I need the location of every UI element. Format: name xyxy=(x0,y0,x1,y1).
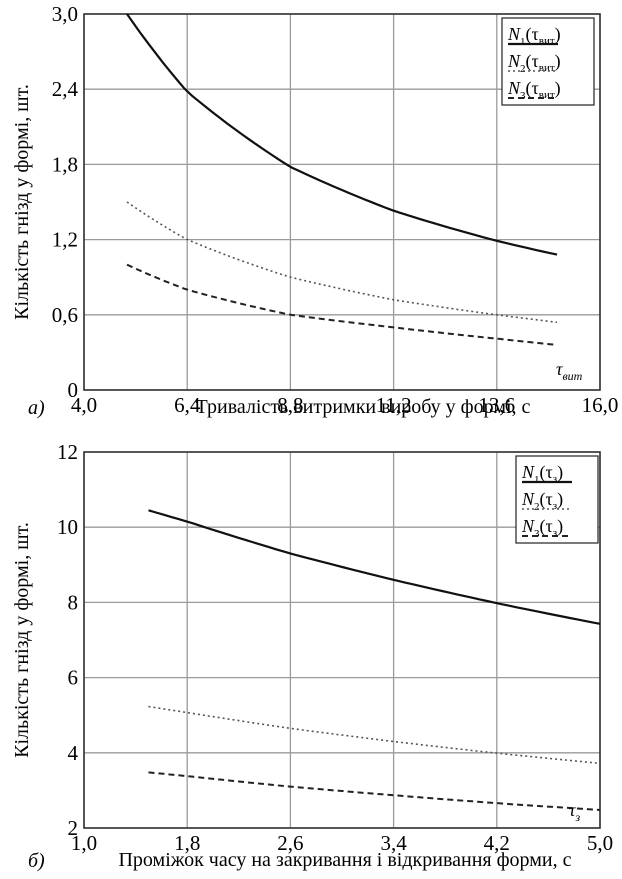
y-tick-label: 2,4 xyxy=(52,77,79,101)
x-tick-label: 2,6 xyxy=(277,831,303,855)
legend-entry-symbol: N xyxy=(521,489,535,509)
legend-entry-arg: τ xyxy=(532,78,539,98)
series-line-2 xyxy=(148,705,601,765)
legend-entry-paren-open: ( xyxy=(540,489,546,510)
legend-entry-arg: τ xyxy=(546,489,553,509)
legend-entry-index: 2 xyxy=(534,501,540,513)
y-tick-label: 0 xyxy=(68,378,79,402)
legend-box xyxy=(515,455,599,544)
panel-letter: а) xyxy=(28,397,45,419)
legend-entry-symbol: N xyxy=(507,78,521,98)
legend-entry-label: N3(τз) xyxy=(521,516,563,540)
y-tick-label: 8 xyxy=(68,590,79,614)
x-tick-label: 1,8 xyxy=(174,831,200,855)
x-tick-label: 3,4 xyxy=(380,831,407,855)
x-tick-label: 8,8 xyxy=(277,393,303,417)
y-tick-label: 2 xyxy=(68,816,79,840)
legend-entry-arg: τ xyxy=(532,51,539,71)
x-tick-label: 4,0 xyxy=(71,393,97,417)
legend-entry-index: 3 xyxy=(534,528,540,540)
y-tick-label: 10 xyxy=(57,515,78,539)
legend-entry-paren-close: ) xyxy=(557,489,563,510)
legend-entry-label: N1(τз) xyxy=(521,462,563,486)
legend-entry-paren-close: ) xyxy=(557,516,563,537)
legend-entry-paren-close: ) xyxy=(555,51,561,72)
x-tick-label: 13,6 xyxy=(478,393,515,417)
axis-annotation-symbol: τ xyxy=(556,359,563,379)
y-tick-label: 6 xyxy=(68,666,79,690)
axis-annotation-subscript: з xyxy=(574,810,580,824)
legend-entry-label: N2(τз) xyxy=(521,489,563,513)
legend: N1(τз)N2(τз)N3(τз) xyxy=(515,455,599,544)
axis-annotation-symbol: τ xyxy=(569,800,576,820)
legend-entry-arg-subscript: вит xyxy=(539,35,555,47)
legend-entry-arg-subscript: з xyxy=(553,473,557,485)
y-tick-label: 3,0 xyxy=(52,2,78,26)
x-tick-label: 6,4 xyxy=(174,393,201,417)
plot-frame xyxy=(83,451,601,829)
panel-letter: б) xyxy=(28,850,45,872)
series-line-1 xyxy=(126,13,558,256)
series-line-1 xyxy=(148,509,601,625)
chart-panel-1: 1,0 1,8 2,6 3,4 4,2 5,024681012τзN1(τз)N2(τз)… xyxy=(11,440,613,872)
plot-frame xyxy=(83,13,601,391)
legend-entry-paren-close: ) xyxy=(557,462,563,483)
x-axis-title: Тривалість витримки виробу у формі, с xyxy=(196,396,531,418)
legend-entry-symbol: N xyxy=(507,24,521,44)
legend: N1(τвит)N2(τвит)N3(τвит) xyxy=(501,17,595,106)
chart-panel-0: 4,0 6,4 8,8 11,2 13,6 16,000,61,21,82,43,0τви… xyxy=(11,2,618,419)
legend-entry-arg: τ xyxy=(546,516,553,536)
legend-entry-paren-open: ( xyxy=(540,516,546,537)
y-tick-label: 12 xyxy=(57,440,78,464)
x-tick-label: 1,0 xyxy=(71,831,97,855)
x-axis-title: Проміжок часу на закривання і відкриванн… xyxy=(118,849,571,871)
series-line-3 xyxy=(148,771,601,811)
legend-entry-label: N3(τвит) xyxy=(507,78,561,102)
y-axis-title: Кількість гнізд у формі, шт. xyxy=(11,522,33,758)
x-tick-label: 5,0 xyxy=(587,831,613,855)
legend-entry-label: N2(τвит) xyxy=(507,51,561,75)
legend-entry-index: 2 xyxy=(520,63,526,75)
legend-entry-symbol: N xyxy=(507,51,521,71)
legend-entry-arg-subscript: вит xyxy=(539,89,555,101)
y-tick-label: 1,8 xyxy=(52,152,78,176)
series-line-2 xyxy=(126,201,558,324)
legend-entry-paren-close: ) xyxy=(555,24,561,45)
axis-annotation-subscript: вит xyxy=(562,369,582,383)
y-tick-label: 1,2 xyxy=(52,228,78,252)
legend-box xyxy=(501,17,595,106)
legend-entry-paren-open: ( xyxy=(526,24,532,45)
axis-annotation-label: τз xyxy=(569,800,580,824)
legend-entry-arg-subscript: з xyxy=(553,527,557,539)
y-axis-title: Кількість гнізд у формі, шт. xyxy=(11,84,33,320)
legend-entry-symbol: N xyxy=(521,516,535,536)
legend-entry-symbol: N xyxy=(521,462,535,482)
legend-entry-paren-close: ) xyxy=(555,78,561,99)
legend-entry-paren-open: ( xyxy=(526,78,532,99)
x-tick-label: 11,2 xyxy=(376,393,412,417)
series-line-3 xyxy=(126,263,558,346)
legend-entry-arg: τ xyxy=(546,462,553,482)
x-tick-label: 4,2 xyxy=(484,831,510,855)
legend-entry-arg: τ xyxy=(532,24,539,44)
y-tick-label: 0,6 xyxy=(52,303,78,327)
legend-entry-paren-open: ( xyxy=(540,462,546,483)
axis-annotation-label: τвит xyxy=(556,359,583,383)
legend-entry-index: 1 xyxy=(534,474,540,486)
legend-entry-arg-subscript: з xyxy=(553,500,557,512)
x-tick-label: 16,0 xyxy=(582,393,619,417)
legend-entry-arg-subscript: вит xyxy=(539,62,555,74)
y-tick-label: 4 xyxy=(68,741,79,765)
legend-entry-paren-open: ( xyxy=(526,51,532,72)
legend-entry-index: 3 xyxy=(520,90,526,102)
legend-entry-index: 1 xyxy=(520,36,526,48)
